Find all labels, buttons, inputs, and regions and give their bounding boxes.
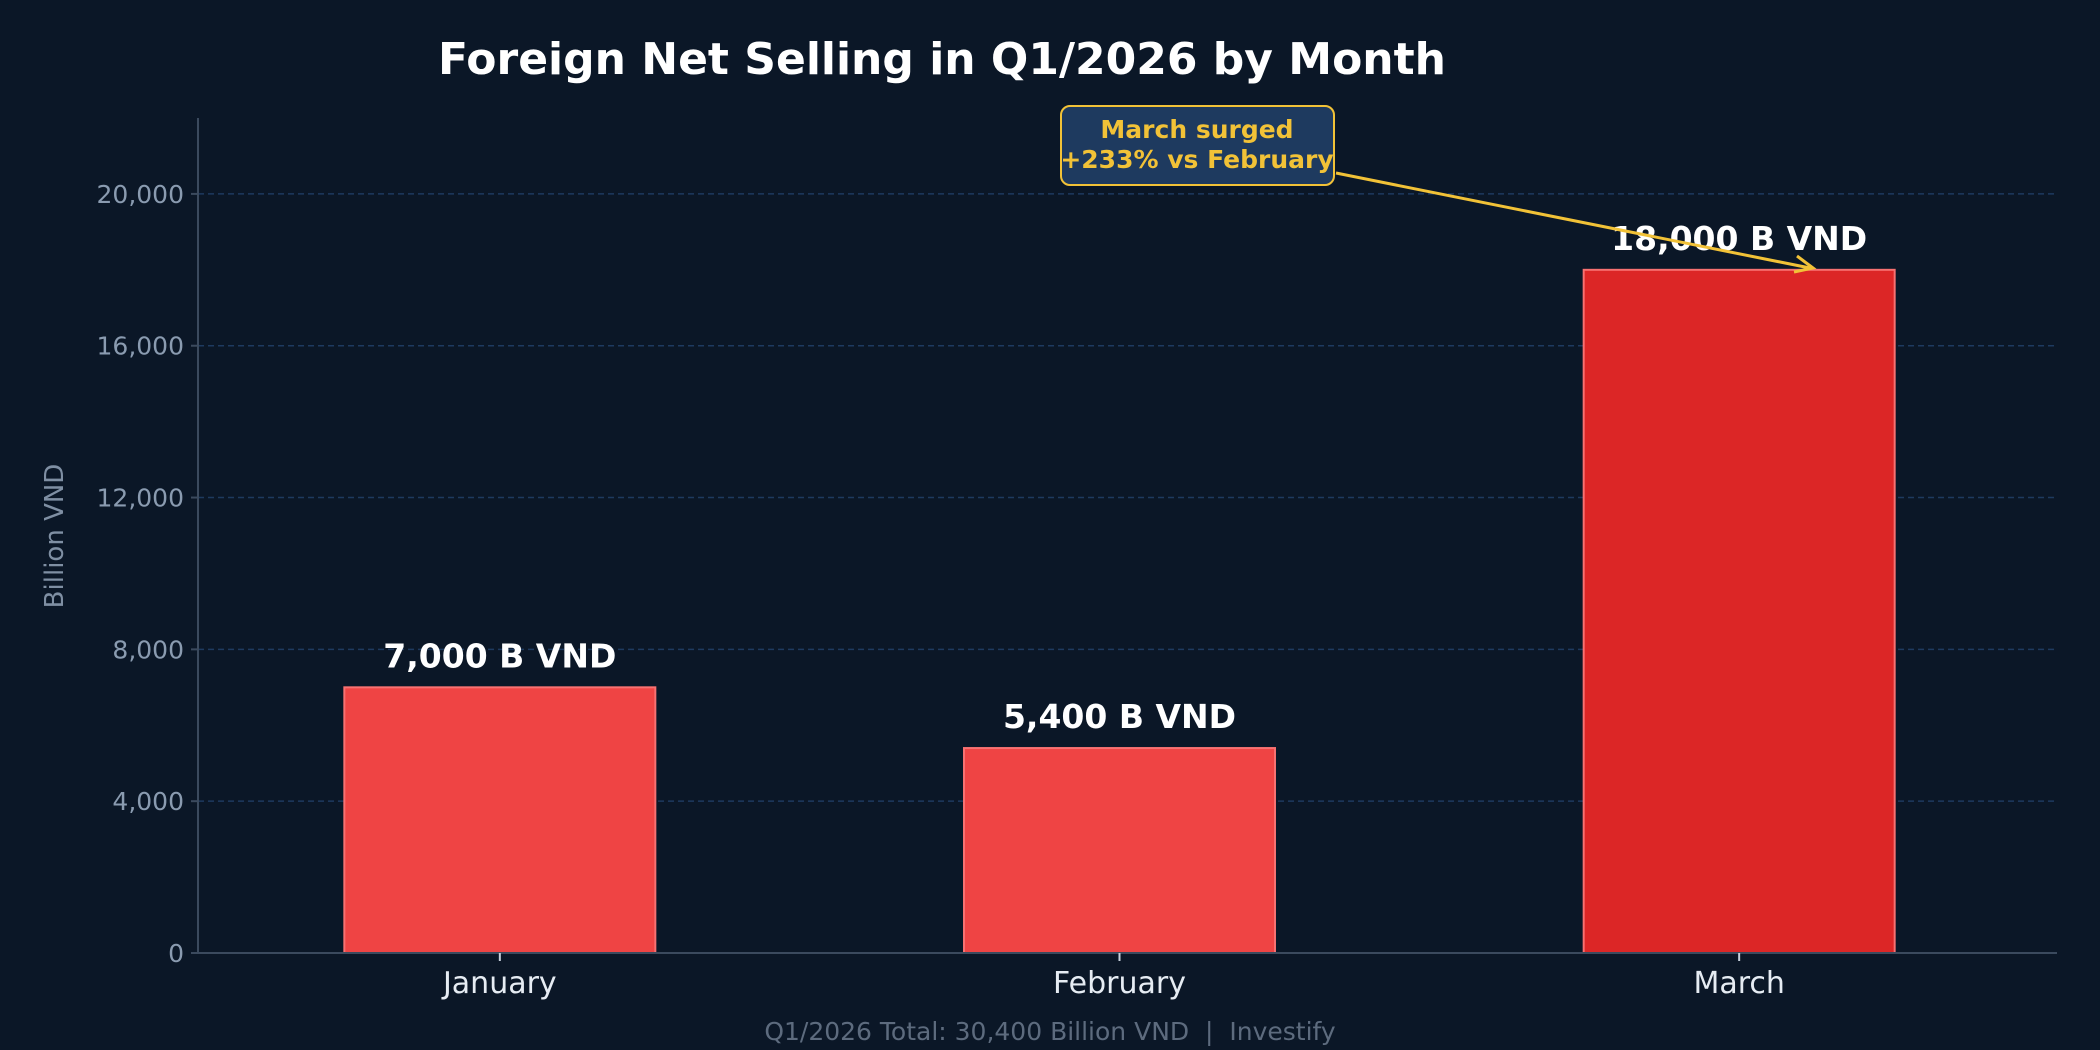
arrowhead-icon (1793, 254, 1817, 274)
y-tick-label: 20,000 (97, 180, 184, 209)
bar-value-label: 7,000 B VND (383, 636, 616, 675)
y-tick-label: 8,000 (112, 635, 184, 664)
x-tick-label: March (1693, 966, 1784, 1001)
y-tick-label: 12,000 (97, 484, 184, 513)
bar-march (1582, 268, 1896, 954)
bars (343, 268, 1896, 955)
bar-value-label: 18,000 B VND (1611, 219, 1867, 258)
y-tick-label: 0 (168, 939, 184, 968)
annotation-arrow (1335, 171, 1811, 270)
annotation: March surged +233% vs February (1060, 105, 1817, 274)
annotation-line-1: March surged (1100, 115, 1293, 144)
y-axis-label: Billion VND (40, 464, 70, 609)
annotation-line-2: +233% vs February (1060, 145, 1333, 174)
y-ticks: 0 4,000 8,000 12,000 16,000 20,000 (97, 180, 198, 968)
y-tick-label: 4,000 (112, 787, 184, 816)
y-tick-label: 16,000 (97, 332, 184, 361)
footer-note: Q1/2026 Total: 30,400 Billion VND | Inve… (764, 1017, 1336, 1046)
annotation-box (1060, 105, 1335, 186)
bar-january (343, 686, 657, 954)
x-ticks: January February March (441, 953, 1785, 1001)
bar-value-label: 5,400 B VND (1003, 697, 1236, 736)
bar-february (963, 747, 1276, 955)
chart-title: Foreign Net Selling in Q1/2026 by Month (438, 34, 1446, 85)
x-tick-label: January (441, 966, 557, 1001)
data-labels: 7,000 B VND 5,400 B VND 18,000 B VND (383, 219, 1867, 736)
x-tick-label: February (1053, 966, 1186, 1001)
